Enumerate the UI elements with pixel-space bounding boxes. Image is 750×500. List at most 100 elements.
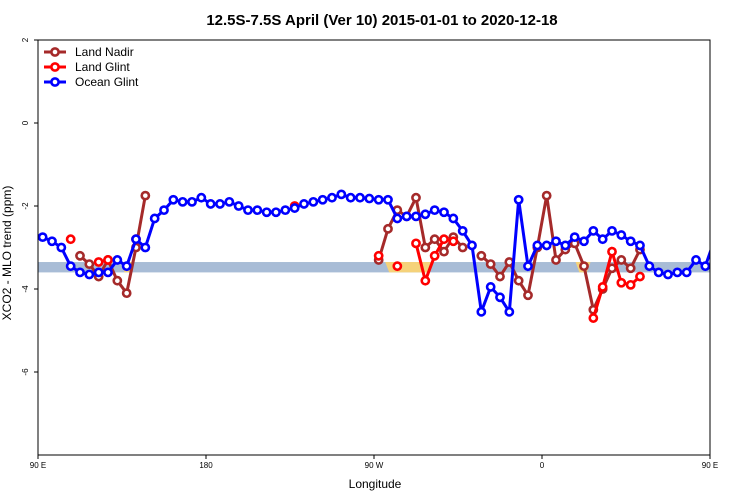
data-point [149,213,160,224]
data-point [457,225,468,236]
data-point [485,259,496,269]
legend-item: Ocean Glint [44,75,139,89]
data-point [93,267,104,278]
legend-swatch-marker [50,77,60,87]
axes: 90 E 180 90 W 0 90 E 2 0 -2 -4 -6 [21,37,718,470]
data-point [579,236,589,247]
plot-area [38,189,710,323]
data-point [467,240,477,251]
data-point [112,275,123,286]
data-point [635,240,645,251]
data-point [112,255,123,265]
data-point [700,261,710,272]
data-point [429,250,440,261]
y-tick-label: 2 [21,37,30,42]
data-point [187,196,197,207]
legend-label: Ocean Glint [75,75,139,89]
chart-title: 12.5S-7.5S April (Ver 10) 2015-01-01 to … [206,12,557,29]
data-point [420,275,431,286]
x-tick-label: 180 [199,461,213,470]
data-point [569,232,580,243]
data-point [308,196,319,207]
data-point [327,192,337,203]
x-tick-label: 90 W [365,461,384,470]
data-point [457,242,468,253]
data-point [355,192,365,203]
data-point [691,255,701,265]
data-point [103,267,113,278]
data-point [588,313,599,323]
data-point [560,240,571,251]
data-point [672,267,683,278]
data-point [513,275,524,286]
data-point [38,232,48,243]
data-point [336,189,347,200]
x-tick-label: 0 [540,461,545,470]
data-point [271,207,281,218]
data-point [420,209,431,220]
data-point [215,199,225,209]
data-point [392,261,403,272]
data-point [523,261,533,272]
data-point [177,196,188,207]
legend-label: Land Nadir [75,45,134,59]
data-point [476,306,487,317]
data-point [635,271,645,282]
data-point [383,194,393,205]
data-point [616,277,627,288]
data-point [448,236,459,247]
data-point [373,194,384,205]
data-point [439,207,449,218]
data-point [392,213,403,224]
data-point [532,240,543,251]
data-point [289,203,300,213]
data-point [280,205,291,216]
data-point [476,250,487,261]
legend-swatch-marker [50,47,60,57]
data-point [383,223,393,234]
data-point [439,234,449,245]
data-point [121,288,132,299]
data-point [131,234,141,245]
data-point [140,242,151,253]
data-point [541,240,552,251]
data-point [364,193,375,204]
data-point [75,250,85,261]
data-point [429,205,440,216]
data-point [616,230,627,240]
legend-item: Land Nadir [44,45,134,59]
data-point [551,236,561,247]
data-point [84,269,95,280]
data-point [663,269,673,280]
data-point [411,192,421,203]
data-point [243,205,253,216]
data-point [448,213,459,224]
data-point [65,261,76,272]
data-point [252,205,263,216]
data-point [56,242,67,253]
data-point [65,234,76,245]
data-point [345,192,356,203]
data-point [429,234,440,245]
series-land-glint [65,201,645,323]
y-tick-label: 0 [21,120,30,125]
data-point [373,250,384,261]
data-point [597,282,608,292]
legend-label: Land Glint [75,60,130,74]
y-axis-label: XCO2 - MLO trend (ppm) [0,186,14,321]
data-point [205,199,216,209]
reference-band [38,262,710,273]
data-point [84,259,95,269]
y-tick-label: -6 [21,368,30,376]
data-point [495,271,505,282]
data-point [168,194,179,205]
land-shading-1 [385,262,434,273]
data-point [121,261,132,272]
data-point [541,190,552,201]
series-ocean-glint [38,189,710,317]
data-point [607,225,617,236]
x-axis-label: Longitude [349,477,402,491]
data-point [616,255,627,265]
